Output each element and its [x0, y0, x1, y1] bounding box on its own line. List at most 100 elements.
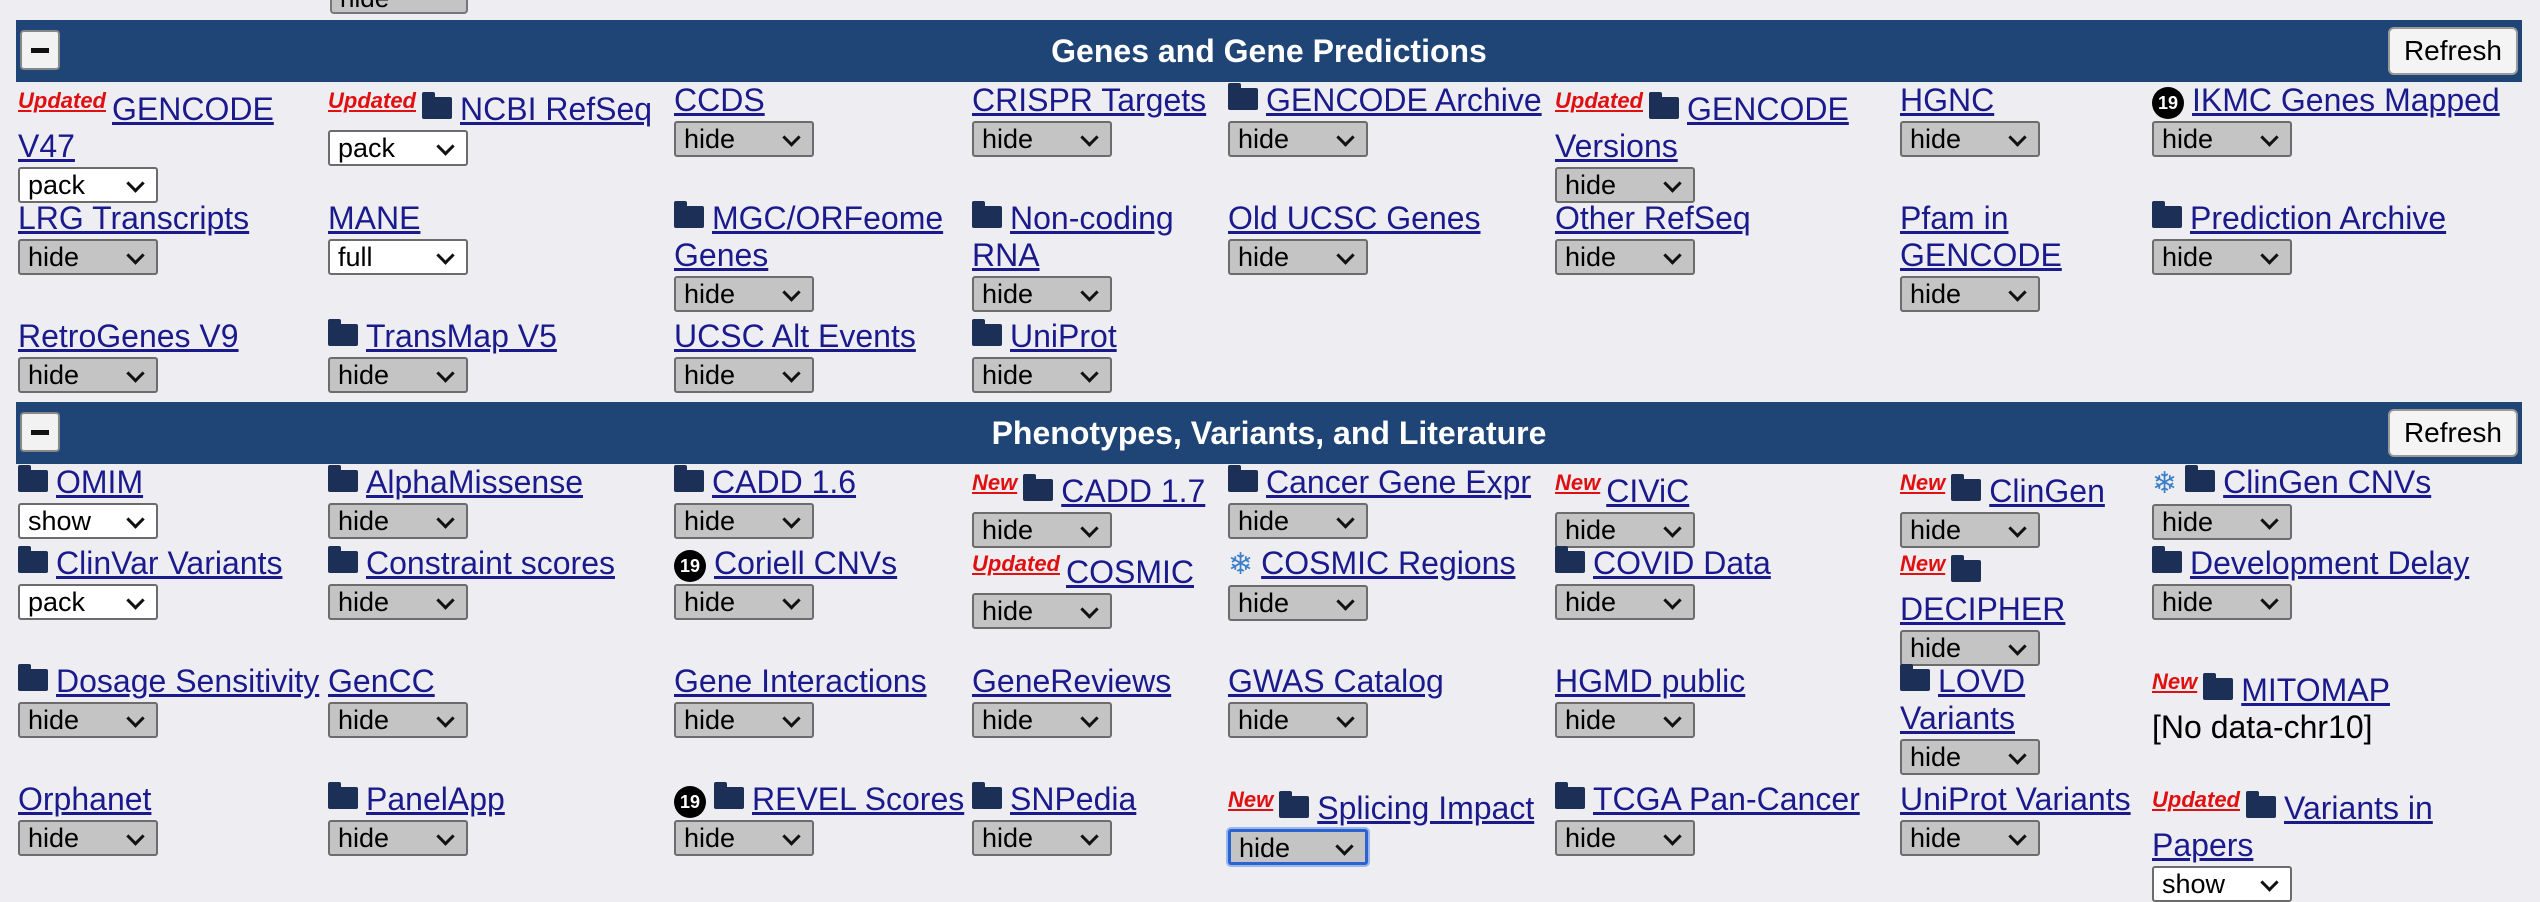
visibility-select[interactable]: hide [972, 593, 1112, 629]
visibility-select[interactable]: hide [2152, 121, 2292, 157]
track-link[interactable]: LOVD [1938, 663, 2026, 699]
visibility-select[interactable]: show [18, 503, 158, 539]
track-link[interactable]: RetroGenes V9 [18, 318, 239, 354]
track-link[interactable]: SNPedia [1010, 781, 1137, 817]
track-link[interactable]: Non-coding [1010, 200, 1174, 236]
track-link[interactable]: ClinGen CNVs [2223, 464, 2432, 500]
track-link[interactable]: AlphaMissense [366, 464, 583, 500]
track-link[interactable]: OMIM [56, 464, 144, 500]
track-link[interactable]: CCDS [674, 82, 765, 118]
visibility-select[interactable]: hide [18, 820, 158, 856]
track-link[interactable]: REVEL Scores [752, 781, 965, 817]
visibility-select[interactable]: hide [2152, 584, 2292, 620]
track-link[interactable]: Constraint scores [366, 545, 615, 581]
top-visibility-select[interactable]: hide [330, 0, 468, 14]
visibility-select[interactable]: hide [1555, 702, 1695, 738]
track-link[interactable]: GENCODE [112, 91, 274, 127]
visibility-select[interactable]: hide [18, 357, 158, 393]
track-link[interactable]: Dosage Sensitivity [56, 663, 320, 699]
track-link[interactable]: V47 [18, 128, 75, 164]
visibility-select[interactable]: hide [972, 820, 1112, 856]
visibility-select[interactable]: hide [972, 121, 1112, 157]
track-link[interactable]: CADD 1.6 [712, 464, 857, 500]
refresh-button[interactable]: Refresh [2387, 27, 2518, 75]
visibility-select[interactable]: hide [674, 702, 814, 738]
visibility-select[interactable]: hide [1900, 512, 2040, 548]
track-link[interactable]: COVID Data [1593, 545, 1771, 581]
track-link[interactable]: TCGA Pan-Cancer [1593, 781, 1860, 817]
track-link[interactable]: LRG Transcripts [18, 200, 250, 236]
track-link[interactable]: Variants in [2284, 790, 2433, 826]
visibility-select[interactable]: hide [674, 357, 814, 393]
visibility-select[interactable]: hide [1228, 702, 1368, 738]
visibility-select[interactable]: hide [328, 820, 468, 856]
track-link[interactable]: Cancer Gene Expr [1266, 464, 1532, 500]
visibility-select[interactable]: pack [328, 130, 468, 166]
visibility-select[interactable]: hide [2152, 239, 2292, 275]
track-link[interactable]: Splicing Impact [1317, 790, 1535, 826]
visibility-select[interactable]: hide [1228, 829, 1368, 865]
track-link[interactable]: CIViC [1606, 473, 1690, 509]
track-link[interactable]: MITOMAP [2241, 672, 2390, 708]
visibility-select[interactable]: hide [674, 121, 814, 157]
track-link[interactable]: UCSC Alt Events [674, 318, 916, 354]
visibility-select[interactable]: hide [674, 503, 814, 539]
track-link[interactable]: GENCODE [1900, 237, 2062, 273]
track-link[interactable]: GWAS Catalog [1228, 663, 1444, 699]
track-link[interactable]: Orphanet [18, 781, 152, 817]
visibility-select[interactable]: hide [674, 276, 814, 312]
visibility-select[interactable]: hide [18, 702, 158, 738]
visibility-select[interactable]: hide [18, 239, 158, 275]
visibility-select[interactable]: hide [328, 503, 468, 539]
visibility-select[interactable]: hide [1555, 584, 1695, 620]
track-link[interactable]: ClinVar Variants [56, 545, 283, 581]
collapse-button[interactable] [20, 412, 60, 452]
visibility-select[interactable]: pack [18, 584, 158, 620]
track-link[interactable]: RNA [972, 237, 1040, 273]
track-link[interactable]: COSMIC Regions [1261, 545, 1516, 581]
track-link[interactable]: Coriell CNVs [714, 545, 898, 581]
visibility-select[interactable]: hide [1555, 512, 1695, 548]
visibility-select[interactable]: hide [1228, 503, 1368, 539]
track-link[interactable]: NCBI RefSeq [460, 91, 653, 127]
track-link[interactable]: GeneReviews [972, 663, 1172, 699]
visibility-select[interactable]: hide [1228, 239, 1368, 275]
track-link[interactable]: GenCC [328, 663, 435, 699]
visibility-select[interactable]: hide [1555, 167, 1695, 203]
visibility-select[interactable]: hide [1900, 820, 2040, 856]
visibility-select[interactable]: hide [1228, 121, 1368, 157]
track-link[interactable]: HGNC [1900, 82, 1995, 118]
refresh-button[interactable]: Refresh [2387, 409, 2518, 457]
visibility-select[interactable]: show [2152, 866, 2292, 902]
visibility-select[interactable]: hide [1555, 820, 1695, 856]
track-link[interactable]: PanelApp [366, 781, 505, 817]
track-link[interactable]: ClinGen [1989, 473, 2105, 509]
track-link[interactable]: Papers [2152, 827, 2254, 863]
visibility-select[interactable]: hide [674, 820, 814, 856]
visibility-select[interactable]: hide [1900, 121, 2040, 157]
track-link[interactable]: UniProt Variants [1900, 781, 2131, 817]
visibility-select[interactable]: hide [328, 357, 468, 393]
track-link[interactable]: Genes [674, 237, 769, 273]
track-link[interactable]: CADD 1.7 [1061, 473, 1206, 509]
visibility-select[interactable]: hide [1228, 585, 1368, 621]
visibility-select[interactable]: hide [972, 512, 1112, 548]
visibility-select[interactable]: full [328, 239, 468, 275]
track-link[interactable]: MANE [328, 200, 421, 236]
visibility-select[interactable]: hide [972, 702, 1112, 738]
track-link[interactable]: HGMD public [1555, 663, 1746, 699]
track-link[interactable]: GENCODE Archive [1266, 82, 1542, 118]
track-link[interactable]: IKMC Genes Mapped [2192, 82, 2500, 118]
track-link[interactable]: CRISPR Targets [972, 82, 1207, 118]
track-link[interactable]: DECIPHER [1900, 591, 2066, 627]
visibility-select[interactable]: hide [2152, 504, 2292, 540]
visibility-select[interactable]: hide [1555, 239, 1695, 275]
track-link[interactable]: Development Delay [2190, 545, 2470, 581]
visibility-select[interactable]: hide [674, 584, 814, 620]
visibility-select[interactable]: hide [1900, 739, 2040, 775]
track-link[interactable]: Old UCSC Genes [1228, 200, 1481, 236]
track-link[interactable]: GENCODE [1687, 91, 1849, 127]
collapse-button[interactable] [20, 30, 60, 70]
visibility-select[interactable]: hide [328, 584, 468, 620]
track-link[interactable]: Other RefSeq [1555, 200, 1751, 236]
